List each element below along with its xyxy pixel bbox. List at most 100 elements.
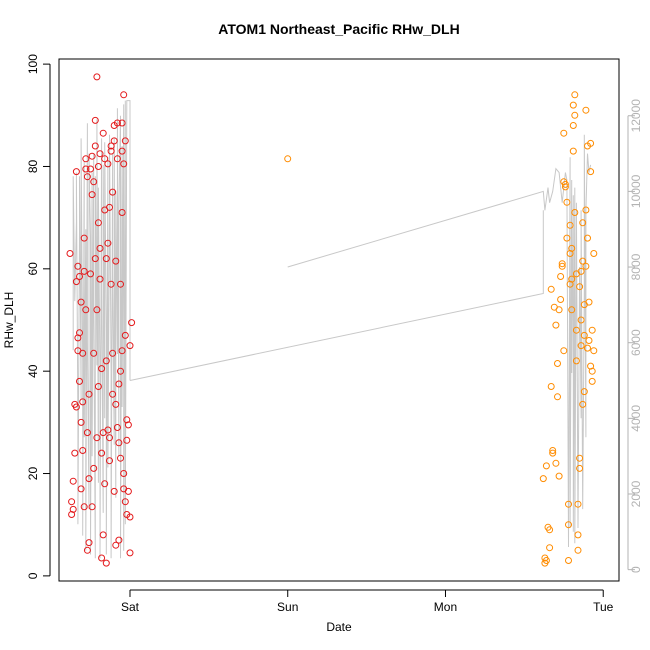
data-point-s2-41 — [569, 101, 577, 109]
data-point-s2-24 — [558, 262, 566, 270]
data-point-s2-65 — [582, 206, 590, 214]
line-series — [72, 100, 592, 559]
data-point-s1-7 — [71, 449, 79, 457]
data-point-s1-87 — [113, 424, 121, 431]
data-point-s2-63 — [580, 331, 588, 339]
data-point-s2-79 — [590, 250, 598, 257]
data-point-s1-17 — [77, 298, 85, 306]
data-point-s1-70 — [106, 203, 113, 211]
data-point-s1-107 — [123, 436, 131, 444]
data-point-s1-93 — [117, 280, 124, 288]
data-point-s1-28 — [82, 165, 90, 173]
data-point-s2-78 — [588, 326, 596, 334]
data-point-s1-5 — [69, 477, 77, 485]
data-point-s1-24 — [80, 234, 88, 242]
y2-tick-label: 8000 — [629, 253, 643, 280]
data-point-s2-55 — [576, 283, 584, 291]
data-point-s2-70 — [584, 344, 591, 352]
data-point-s1-79 — [110, 137, 118, 145]
data-point-s2-71 — [585, 298, 593, 306]
data-point-s1-21 — [79, 398, 87, 406]
data-point-s1-84 — [112, 257, 120, 265]
y2-tick-label: 10000 — [629, 174, 643, 208]
data-point-s2-40 — [568, 306, 576, 314]
y-tick-label: 80 — [26, 159, 40, 173]
data-point-s1-97 — [118, 347, 126, 355]
data-point-s1-81 — [110, 487, 118, 495]
data-point-s1-41 — [90, 464, 98, 472]
data-point-s1-34 — [85, 390, 93, 398]
data-point-s1-1 — [66, 250, 74, 257]
data-point-s1-76 — [109, 188, 117, 196]
data-point-s1-75 — [107, 280, 115, 288]
data-point-s2-6 — [542, 462, 550, 470]
data-point-s1-46 — [93, 306, 101, 314]
data-point-s2-26 — [560, 129, 568, 137]
data-point-s1-8 — [72, 403, 80, 411]
data-point-s2-54 — [576, 464, 584, 472]
data-point-s1-104 — [121, 498, 129, 506]
chart-title: ATOM1 Northeast_Pacific RHw_DLH — [218, 21, 459, 37]
data-point-s1-18 — [77, 418, 85, 426]
data-point-s2-50 — [574, 500, 582, 508]
data-point-s1-112 — [126, 342, 134, 350]
data-point-s2-11 — [547, 285, 555, 293]
data-point-s1-32 — [85, 539, 93, 547]
data-point-s1-9 — [72, 168, 80, 176]
data-point-s2-23 — [558, 260, 566, 268]
data-point-s2-52 — [574, 546, 582, 554]
data-point-s1-72 — [106, 457, 113, 465]
data-point-s1-44 — [91, 116, 99, 124]
data-point-s1-78 — [109, 349, 117, 357]
data-point-s1-88 — [115, 439, 123, 447]
x-tick-label: Mon — [434, 600, 457, 614]
data-point-s1-29 — [83, 173, 91, 181]
y-tick-label: 100 — [26, 54, 40, 74]
y-tick-label: 60 — [26, 262, 40, 276]
x-tick-label: Tue — [593, 600, 614, 614]
data-point-s1-19 — [77, 485, 85, 493]
data-point-s1-94 — [118, 147, 126, 155]
data-point-s1-54 — [96, 150, 104, 158]
data-point-s2-1 — [284, 155, 292, 163]
data-point-s2-45 — [571, 111, 579, 119]
y2-tick-label: 2000 — [629, 480, 643, 507]
data-point-s2-46 — [571, 209, 579, 216]
data-point-s1-4 — [69, 505, 77, 513]
data-point-s1-58 — [99, 129, 107, 137]
y2-tick-label: 4000 — [629, 405, 643, 432]
data-point-s1-50 — [94, 219, 102, 227]
data-point-s2-31 — [563, 234, 571, 242]
data-point-s2-21 — [557, 273, 565, 280]
data-point-s2-62 — [580, 388, 588, 396]
line-segment-1 — [72, 100, 131, 559]
data-point-s1-14 — [76, 329, 83, 337]
data-point-s1-111 — [126, 513, 134, 521]
data-point-s1-89 — [115, 536, 123, 544]
x-tick-label: Sun — [277, 600, 298, 614]
point-series — [66, 73, 598, 567]
data-point-s2-76 — [588, 377, 596, 385]
data-point-s1-100 — [120, 470, 128, 477]
data-point-s1-71 — [106, 434, 113, 442]
data-point-s1-108 — [124, 421, 132, 429]
data-point-s2-44 — [571, 91, 579, 99]
data-point-s1-92 — [117, 454, 124, 462]
data-point-s2-39 — [568, 275, 576, 283]
x-axis-label: Date — [326, 620, 352, 634]
data-point-s2-38 — [568, 244, 576, 252]
data-point-s2-18 — [554, 360, 561, 367]
data-point-s2-37 — [566, 221, 574, 229]
data-point-s1-33 — [85, 475, 93, 483]
data-point-s1-98 — [120, 91, 128, 99]
data-point-s2-19 — [555, 306, 563, 314]
data-point-s2-53 — [576, 454, 584, 462]
data-point-s1-47 — [93, 434, 101, 442]
data-point-s2-67 — [582, 106, 590, 114]
data-point-s1-63 — [101, 480, 109, 488]
data-point-s1-57 — [98, 449, 106, 457]
data-point-s1-49 — [94, 163, 102, 170]
data-point-s1-61 — [101, 155, 109, 163]
data-point-s1-91 — [117, 367, 124, 375]
data-point-s1-69 — [104, 426, 112, 434]
